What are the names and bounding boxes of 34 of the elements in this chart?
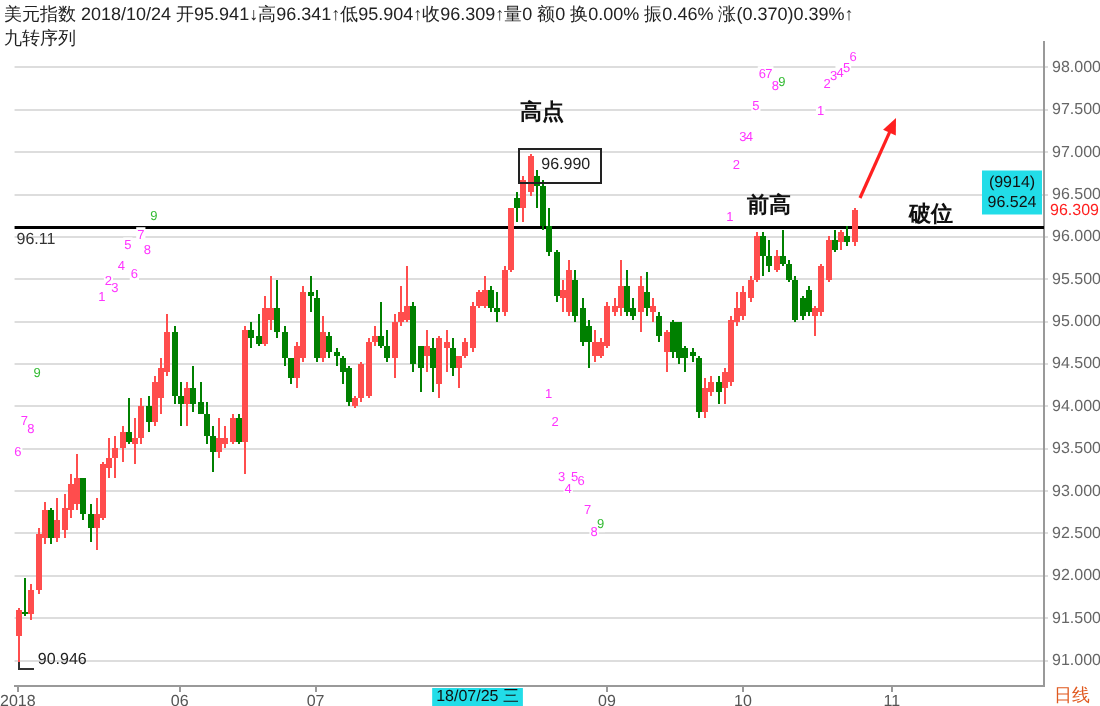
annotation: 破位 [906, 200, 953, 227]
x-tick-label: 09 [598, 692, 617, 706]
text: 日线 [1054, 684, 1090, 705]
y-tick-label: 94.000 [1052, 396, 1100, 415]
chart-subtitle: 九转序列 [4, 28, 76, 50]
x-tick-label: 06 [170, 692, 190, 706]
x-tick-label: 07 [306, 692, 326, 706]
y-tick-label: 92.000 [1052, 566, 1100, 585]
y-tick-label: 91.500 [1052, 608, 1100, 627]
annotation: 高点 [520, 99, 565, 126]
y-tick-label: 95.500 [1052, 269, 1100, 288]
y-tick-label: 91.000 [1052, 650, 1100, 669]
candlestick [22, 578, 28, 616]
chart-title: 美元指数 2018/10/24 开95.941↓高96.341↑低95.904↑收96.309↑量0 额0 换0.00% 振0.46% 涨(0.370)0.39%↑ [4, 4, 854, 26]
x-tick-label: 2018 [0, 692, 37, 706]
annotation: 90.946 [37, 649, 88, 668]
y-tick-label: 94.500 [1052, 354, 1100, 373]
y-tick-label: 97.500 [1052, 100, 1100, 119]
y-tick-label: 95.000 [1052, 312, 1100, 331]
annotation: 前高 [744, 191, 791, 218]
x-tick-label: 10 [734, 692, 753, 706]
y-tick-label: 93.000 [1052, 481, 1100, 500]
y-tick-label: 98.000 [1052, 57, 1100, 76]
text: 96.309 [1050, 201, 1100, 220]
y-tick-label: 92.500 [1052, 523, 1100, 542]
y-tick-label: 97.000 [1052, 142, 1100, 161]
y-tick-label: 96.000 [1052, 227, 1100, 246]
y-tick-label: 96.500 [1052, 184, 1100, 203]
annotation: 96.990 [541, 155, 592, 174]
ref-line-label: 96.11 [16, 229, 57, 248]
y-tick-label: 93.500 [1052, 439, 1100, 458]
annotation: (9914) 96.524 [987, 172, 1038, 211]
text: 18/07/25 三 [436, 687, 519, 706]
x-tick-label: 11 [883, 692, 902, 706]
